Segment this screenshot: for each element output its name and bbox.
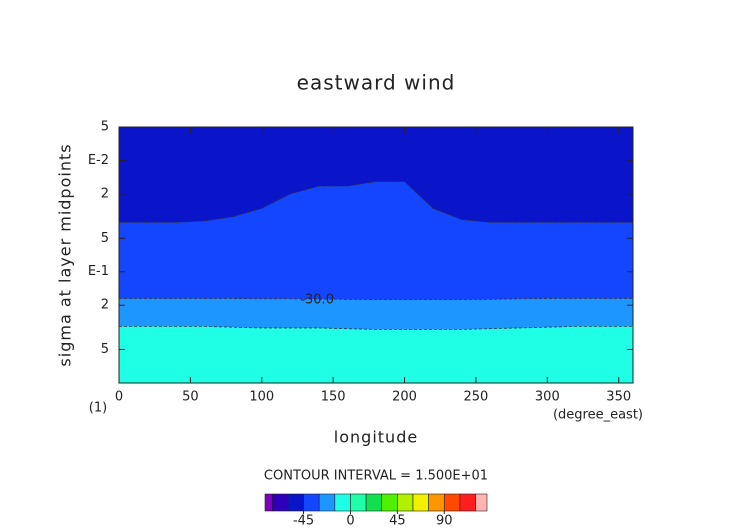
colorbar-segment: [397, 493, 414, 512]
x-tick-label: 0: [115, 390, 123, 405]
y-tick-label: 5: [101, 231, 109, 246]
band-fill: [119, 326, 633, 383]
x-tick-label: 50: [182, 390, 199, 405]
x-tick-label: 350: [606, 390, 631, 405]
colorbar-segment: [381, 493, 398, 512]
colorbar-segment: [428, 493, 445, 512]
colorbar-tick-label: 0: [346, 514, 354, 529]
y-tick-label: E-2: [88, 153, 109, 168]
colorbar-tick-label: 90: [436, 514, 453, 529]
colorbar-segment: [264, 493, 273, 512]
y-tick-label: 2: [101, 186, 109, 201]
colorbar-segment: [365, 493, 383, 512]
colorbar-segment: [287, 493, 304, 512]
y-tick-label: E-1: [88, 264, 109, 279]
y-unit: (1): [89, 401, 107, 416]
contour-line: [119, 298, 633, 301]
colorbar-segment: [303, 493, 320, 512]
x-tick-label: 300: [535, 390, 560, 405]
colorbar-segment: [334, 493, 351, 512]
colorbar-segment: [475, 493, 488, 512]
colorbar-segment: [459, 493, 476, 512]
contour-label: -30.0: [300, 292, 334, 307]
contour-interval: CONTOUR INTERVAL = 1.500E+01: [264, 469, 488, 484]
y-tick-label: 2: [101, 298, 109, 313]
contour-line: [119, 326, 633, 330]
colorbar-tick-label: 45: [389, 514, 406, 529]
colorbar-segment: [271, 493, 289, 512]
y-tick-label: 5: [101, 342, 109, 357]
chart-title: eastward wind: [297, 71, 456, 95]
x-axis-label: longitude: [334, 428, 418, 447]
colorbar-tick-label: -45: [293, 514, 314, 529]
colorbar-segment: [350, 493, 367, 512]
x-tick-label: 200: [392, 390, 417, 405]
colorbar-segment: [443, 493, 461, 512]
x-unit: (degree_east): [553, 408, 643, 423]
plot-frame: [118, 126, 634, 384]
x-tick-label: 100: [249, 390, 274, 405]
x-tick-label: 250: [464, 390, 489, 405]
colorbar-segment: [412, 493, 429, 512]
x-tick-label: 150: [321, 390, 346, 405]
contour-line: [119, 181, 633, 223]
y-tick-label: 5: [101, 120, 109, 135]
colorbar-segment: [318, 493, 336, 512]
y-axis-label: sigma at layer midpoints: [56, 143, 75, 366]
